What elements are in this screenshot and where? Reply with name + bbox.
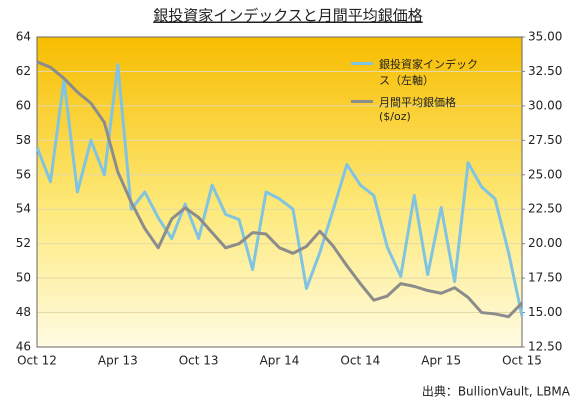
legend: 銀投資家インデックス（左軸） 月間平均銀価格 ($/oz) <box>345 52 487 133</box>
y2-tick-label: 30.00 <box>528 98 562 112</box>
legend-swatch <box>351 62 373 65</box>
y2-tick-label: 20.00 <box>528 236 562 250</box>
plot-border <box>36 36 523 348</box>
x-tick-label: Apr 15 <box>421 354 461 368</box>
y2-tick-label: 17.50 <box>528 271 562 285</box>
x-tick-label: Apr 13 <box>98 354 138 368</box>
y-tick-label: 52 <box>16 236 31 250</box>
x-tick-label: Oct 13 <box>179 354 219 368</box>
y2-tick-label: 22.50 <box>528 202 562 216</box>
y2-tick-label: 27.50 <box>528 133 562 147</box>
legend-swatch <box>351 100 373 103</box>
legend-entry: 銀投資家インデックス（左軸） <box>351 56 481 88</box>
x-tick-label: Oct 15 <box>502 354 542 368</box>
y-tick-label: 58 <box>16 133 31 147</box>
y-tick-label: 62 <box>16 64 31 78</box>
y-tick-label: 60 <box>16 98 31 112</box>
legend-entry: 月間平均銀価格 ($/oz) <box>351 94 481 123</box>
y-tick-label: 54 <box>16 202 31 216</box>
series-line <box>36 60 524 319</box>
y-tick-label: 56 <box>16 167 31 181</box>
chart-title: 銀投資家インデックスと月間平均銀価格 <box>153 7 423 25</box>
y-tick-label: 48 <box>16 305 31 319</box>
series-line <box>35 63 524 317</box>
y2-tick-label: 25.00 <box>528 167 562 181</box>
y2-tick-label: 35.00 <box>528 30 562 44</box>
y2-tick-label: 15.00 <box>528 305 562 319</box>
y2-tick-label: 12.50 <box>528 340 562 354</box>
legend-label: 銀投資家インデックス（左軸） <box>379 58 478 87</box>
y-tick-label: 46 <box>16 340 31 354</box>
source: 出典：BullionVault, LBMA <box>422 385 571 399</box>
x-tick-label: Oct 12 <box>17 354 57 368</box>
y2-tick-label: 32.50 <box>528 64 562 78</box>
x-tick-label: Apr 14 <box>260 354 300 368</box>
legend-label: 月間平均銀価格 ($/oz) <box>379 96 456 123</box>
plot-area <box>37 37 522 347</box>
y-tick-label: 64 <box>16 30 31 44</box>
y-tick-label: 50 <box>16 271 31 285</box>
x-tick-label: Oct 14 <box>340 354 380 368</box>
